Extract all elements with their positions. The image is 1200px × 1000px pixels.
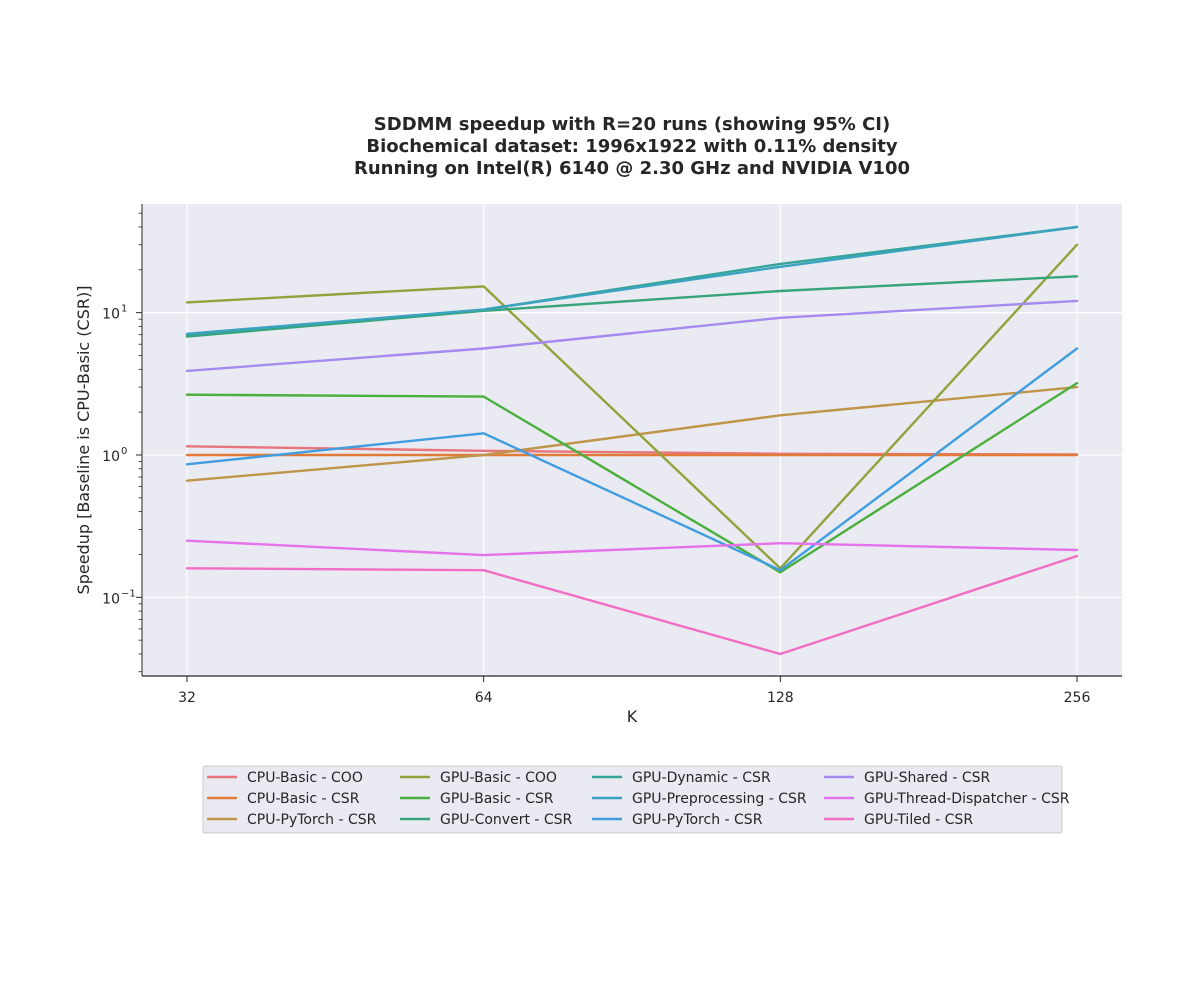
legend-label-10: GPU-Thread-Dispatcher - CSR: [864, 791, 1070, 807]
chart-title-line-1: SDDMM speedup with R=20 runs (showing 95…: [374, 114, 890, 135]
series-line-4: [185, 381, 1079, 574]
x-axis-label: K: [627, 707, 638, 726]
legend-label-8: GPU-PyTorch - CSR: [632, 812, 763, 828]
legend-label-11: GPU-Tiled - CSR: [864, 812, 973, 828]
y-tick-exponent: −1: [121, 588, 136, 599]
legend-label-3: GPU-Basic - COO: [440, 770, 557, 786]
legend-label-5: GPU-Convert - CSR: [440, 812, 573, 828]
y-tick-label: 10: [102, 449, 120, 465]
legend-label-0: CPU-Basic - COO: [247, 770, 363, 786]
series-line-10: [185, 539, 1079, 557]
series-line-3: [185, 243, 1079, 570]
y-tick-label: 10: [102, 307, 120, 323]
legend: CPU-Basic - COO CPU-Basic - CSR CPU-PyTorc…: [202, 765, 1070, 834]
x-tick-label: 128: [767, 690, 794, 706]
series-line-11: [185, 554, 1079, 656]
legend-label-2: CPU-PyTorch - CSR: [247, 812, 377, 828]
series-line-5: [185, 275, 1079, 338]
legend-label-1: CPU-Basic - CSR: [247, 791, 360, 807]
series-lines: [185, 225, 1079, 656]
x-tick-label: 64: [475, 690, 493, 706]
chart-title: SDDMM speedup with R=20 runs (showing 95…: [354, 114, 910, 179]
x-tick-label: 32: [178, 690, 196, 706]
y-tick-label: 10: [102, 591, 120, 607]
legend-label-9: GPU-Shared - CSR: [864, 770, 990, 786]
axes: [136, 204, 1122, 682]
y-axis-label: Speedup [Baseline is CPU-Basic (CSR)]: [74, 286, 93, 595]
series-line-2: [185, 385, 1079, 482]
x-tick-label: 256: [1064, 690, 1091, 706]
series-line-7: [185, 225, 1079, 335]
chart-title-line-3: Running on Intel(R) 6140 @ 2.30 GHz and …: [354, 158, 910, 179]
legend-label-4: GPU-Basic - CSR: [440, 791, 554, 807]
plot-area: [142, 204, 1122, 676]
series-line-9: [185, 299, 1079, 373]
legend-label-7: GPU-Preprocessing - CSR: [632, 791, 807, 807]
legend-frame: [202, 765, 1063, 834]
y-tick-exponent: 1: [121, 304, 127, 315]
legend-label-6: GPU-Dynamic - CSR: [632, 770, 771, 786]
series-line-8: [185, 347, 1079, 572]
y-tick-exponent: 0: [121, 446, 127, 457]
chart-title-line-2: Biochemical dataset: 1996x1922 with 0.11…: [366, 136, 898, 157]
